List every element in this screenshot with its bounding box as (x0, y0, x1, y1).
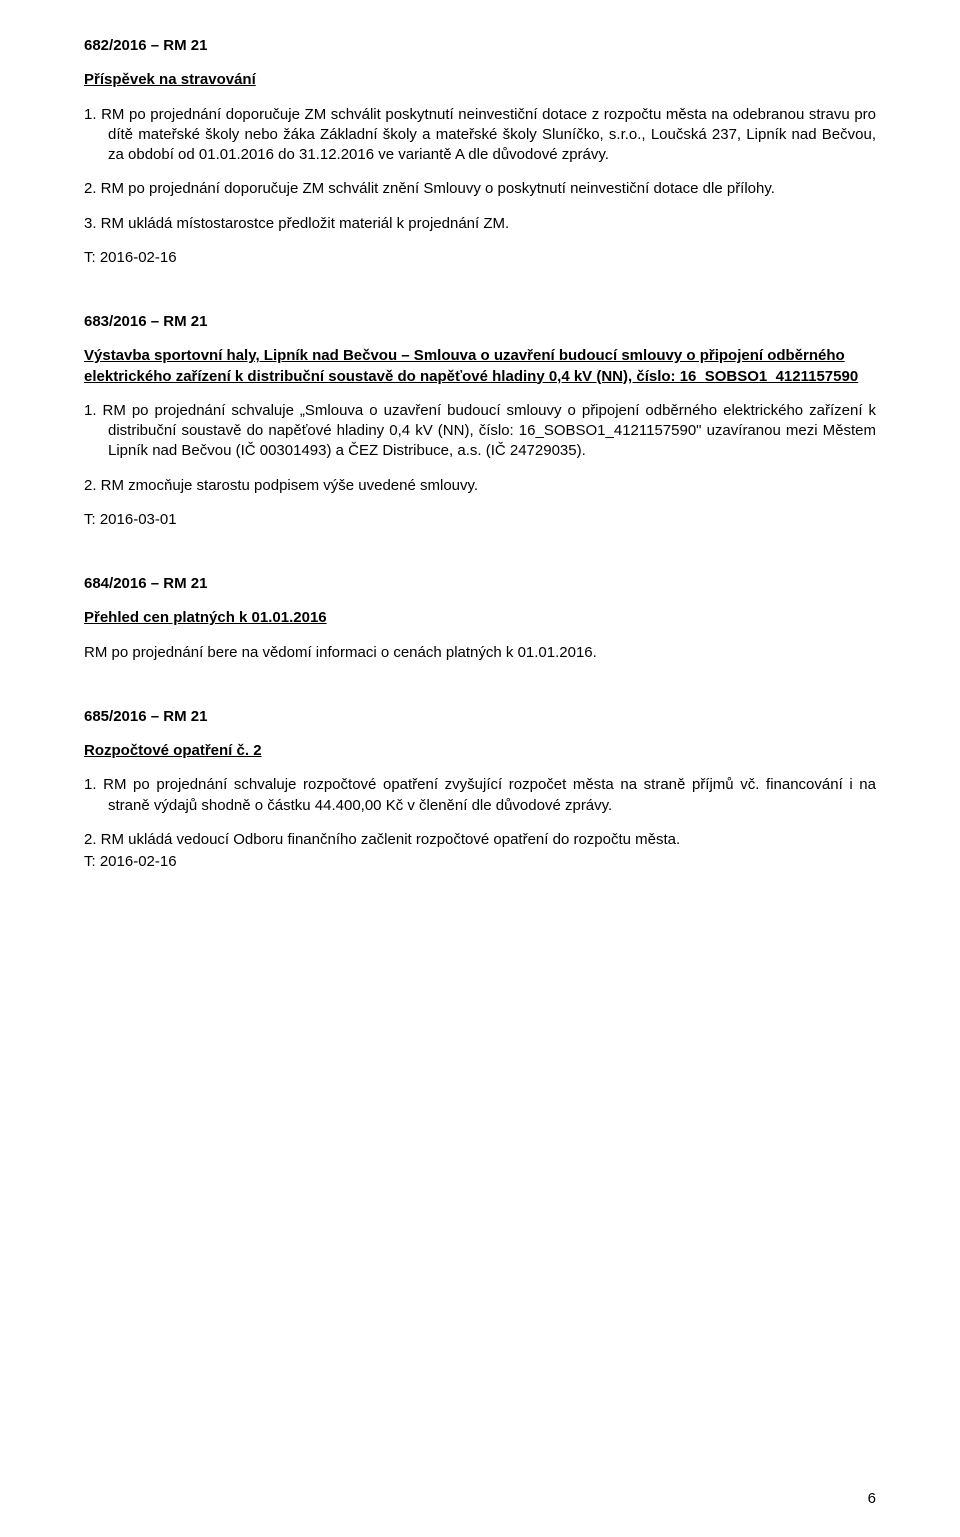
section-heading: 685/2016 – RM 21 (84, 707, 876, 727)
section-heading: 683/2016 – RM 21 (84, 312, 876, 332)
paragraph: 2. RM ukládá vedoucí Odboru finančního z… (84, 830, 876, 850)
paragraph: 1. RM po projednání schvaluje „Smlouva o… (84, 401, 876, 462)
section-heading: 684/2016 – RM 21 (84, 574, 876, 594)
paragraph: 2. RM po projednání doporučuje ZM schvál… (84, 179, 876, 199)
paragraph: 1. RM po projednání doporučuje ZM schvál… (84, 105, 876, 166)
paragraph: 2. RM zmocňuje starostu podpisem výše uv… (84, 476, 876, 496)
document-page: 682/2016 – RM 21 Příspěvek na stravování… (0, 0, 960, 1537)
section-title: Příspěvek na stravování (84, 70, 876, 90)
section-683: 683/2016 – RM 21 Výstavba sportovní haly… (84, 312, 876, 530)
section-682: 682/2016 – RM 21 Příspěvek na stravování… (84, 36, 876, 268)
deadline-text: T: 2016-03-01 (84, 510, 876, 530)
paragraph: RM po projednání bere na vědomí informac… (84, 643, 876, 663)
paragraph: 1. RM po projednání schvaluje rozpočtové… (84, 775, 876, 816)
section-685: 685/2016 – RM 21 Rozpočtové opatření č. … (84, 707, 876, 873)
deadline-text: T: 2016-02-16 (84, 852, 876, 872)
section-heading: 682/2016 – RM 21 (84, 36, 876, 56)
section-684: 684/2016 – RM 21 Přehled cen platných k … (84, 574, 876, 663)
section-title: Přehled cen platných k 01.01.2016 (84, 608, 876, 628)
paragraph: 3. RM ukládá místostarostce předložit ma… (84, 214, 876, 234)
page-number: 6 (868, 1489, 876, 1509)
section-title: Rozpočtové opatření č. 2 (84, 741, 876, 761)
section-title: Výstavba sportovní haly, Lipník nad Bečv… (84, 346, 876, 387)
deadline-text: T: 2016-02-16 (84, 248, 876, 268)
